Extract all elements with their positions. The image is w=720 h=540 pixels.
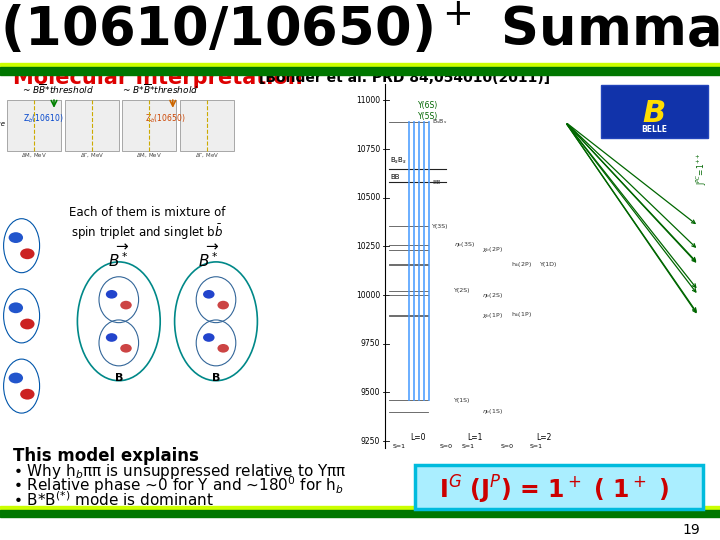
Text: I$^G$ (J$^P$) = 1$^+$ ( 1$^+$ ): I$^G$ (J$^P$) = 1$^+$ ( 1$^+$ ) xyxy=(439,474,670,507)
Text: 9250: 9250 xyxy=(361,437,380,445)
Text: BB: BB xyxy=(390,174,400,180)
Text: B: B xyxy=(212,373,220,383)
Text: • Why h$_b$ππ is unsuppressed relative to Υππ: • Why h$_b$ππ is unsuppressed relative t… xyxy=(13,462,346,481)
Bar xyxy=(180,100,234,151)
Text: B$_s$B$_s$: B$_s$B$_s$ xyxy=(390,156,408,166)
Text: $\eta_b$(2S): $\eta_b$(2S) xyxy=(482,291,503,300)
Text: $\overrightarrow{B^*}$: $\overrightarrow{B^*}$ xyxy=(198,243,220,270)
Circle shape xyxy=(120,344,132,353)
Bar xyxy=(0,506,720,510)
Bar xyxy=(65,100,119,151)
Text: Each of them is mixture of
spin triplet and singlet b$\bar{b}$: Each of them is mixture of spin triplet … xyxy=(69,206,226,242)
Circle shape xyxy=(9,373,23,383)
Circle shape xyxy=(9,232,23,243)
Circle shape xyxy=(20,389,35,400)
Text: 10000: 10000 xyxy=(356,291,380,300)
Text: L=0: L=0 xyxy=(410,433,426,442)
Text: $\Delta\Gamma$, MeV: $\Delta\Gamma$, MeV xyxy=(195,152,219,159)
Text: Y(1S): Y(1S) xyxy=(454,398,470,403)
Circle shape xyxy=(20,248,35,259)
Text: 9750: 9750 xyxy=(361,339,380,348)
Circle shape xyxy=(217,344,229,353)
Circle shape xyxy=(9,302,23,313)
Text: Z$_b$(10610/10650)$^+$ Summary: Z$_b$(10610/10650)$^+$ Summary xyxy=(0,0,720,59)
Text: [Bonder et al. PRD 84,054010(2011)]: [Bonder et al. PRD 84,054010(2011)] xyxy=(259,71,550,85)
Circle shape xyxy=(106,290,117,299)
Text: Molecular Interpretation: Molecular Interpretation xyxy=(13,68,302,88)
Text: $\chi_b$(2P): $\chi_b$(2P) xyxy=(482,246,503,254)
Text: Y(3S): Y(3S) xyxy=(432,224,449,228)
Text: $\chi_b$(1P): $\chi_b$(1P) xyxy=(482,312,503,320)
Bar xyxy=(0,68,720,75)
Text: Y(2S): Y(2S) xyxy=(454,288,470,293)
FancyBboxPatch shape xyxy=(415,465,703,509)
Text: h$_b$(1P): h$_b$(1P) xyxy=(511,310,532,319)
Text: S=1: S=1 xyxy=(393,444,406,449)
Text: S=1: S=1 xyxy=(462,444,474,449)
Text: Y(1D): Y(1D) xyxy=(540,262,557,267)
Text: S=0: S=0 xyxy=(440,444,453,449)
Bar xyxy=(0,510,720,517)
Text: B$_s$B$_s$: B$_s$B$_s$ xyxy=(432,117,447,126)
Text: BELLE: BELLE xyxy=(641,125,667,134)
Bar xyxy=(7,81,713,451)
Text: 10250: 10250 xyxy=(356,242,380,251)
Text: B: B xyxy=(642,99,665,128)
Bar xyxy=(601,85,708,138)
Text: $\eta_b$(3S): $\eta_b$(3S) xyxy=(454,240,474,249)
Text: L=1: L=1 xyxy=(467,433,483,442)
Circle shape xyxy=(217,301,229,309)
Text: 19: 19 xyxy=(682,523,700,537)
Text: Z$_b$(10610): Z$_b$(10610) xyxy=(23,112,63,125)
Circle shape xyxy=(203,290,215,299)
Text: ~ B*$\overline{B}$*threshold: ~ B*$\overline{B}$*threshold xyxy=(122,82,199,96)
Circle shape xyxy=(203,333,215,342)
Text: J$^{PC}$=1$^{++}$: J$^{PC}$=1$^{++}$ xyxy=(695,152,709,185)
Circle shape xyxy=(120,301,132,309)
Text: Average: Average xyxy=(0,121,6,127)
Text: Y(6S): Y(6S) xyxy=(418,102,438,110)
Text: S=1: S=1 xyxy=(530,444,543,449)
Text: $\Delta$M, MeV: $\Delta$M, MeV xyxy=(22,152,47,159)
Text: 10750: 10750 xyxy=(356,145,380,154)
Text: 11000: 11000 xyxy=(356,96,380,105)
Text: $\overrightarrow{B^*}$: $\overrightarrow{B^*}$ xyxy=(108,243,130,270)
Text: h$_b$(2P): h$_b$(2P) xyxy=(511,260,532,268)
Text: 10500: 10500 xyxy=(356,193,380,202)
Text: Z$_b$(10650): Z$_b$(10650) xyxy=(145,112,186,125)
Bar xyxy=(122,100,176,151)
Text: $\eta_b$(1S): $\eta_b$(1S) xyxy=(482,408,503,416)
Text: • B*B$^{(*)}$ mode is dominant: • B*B$^{(*)}$ mode is dominant xyxy=(13,490,214,509)
Text: $\Delta\Gamma$, MeV: $\Delta\Gamma$, MeV xyxy=(80,152,104,159)
Circle shape xyxy=(20,319,35,329)
Text: $\Delta$M, MeV: $\Delta$M, MeV xyxy=(137,152,162,159)
Text: 9500: 9500 xyxy=(361,388,380,397)
Text: Y(5S): Y(5S) xyxy=(418,112,438,121)
Text: BB: BB xyxy=(432,180,441,185)
Circle shape xyxy=(106,333,117,342)
Text: L=2: L=2 xyxy=(536,433,552,442)
Bar xyxy=(7,100,61,151)
Bar xyxy=(0,63,720,68)
Text: S=0: S=0 xyxy=(501,444,514,449)
Text: B: B xyxy=(114,373,123,383)
Text: ~ B$\overline{B}$*threshold: ~ B$\overline{B}$*threshold xyxy=(22,82,94,96)
Text: • Relative phase ~0 for Υ and ~180$^0$ for h$_b$: • Relative phase ~0 for Υ and ~180$^0$ f… xyxy=(13,475,343,496)
Text: This model explains: This model explains xyxy=(13,447,199,465)
